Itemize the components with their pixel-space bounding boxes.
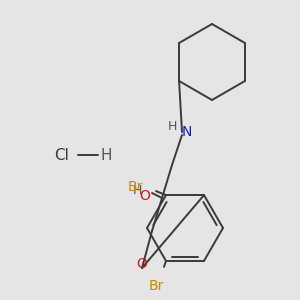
- Text: Br: Br: [127, 180, 143, 194]
- Text: H: H: [167, 121, 177, 134]
- Text: N: N: [182, 125, 192, 139]
- Text: H: H: [100, 148, 112, 163]
- Text: Br: Br: [148, 279, 164, 293]
- Text: Cl: Cl: [55, 148, 69, 163]
- Text: O: O: [136, 257, 147, 271]
- Text: O: O: [140, 189, 150, 203]
- Text: H: H: [132, 184, 142, 196]
